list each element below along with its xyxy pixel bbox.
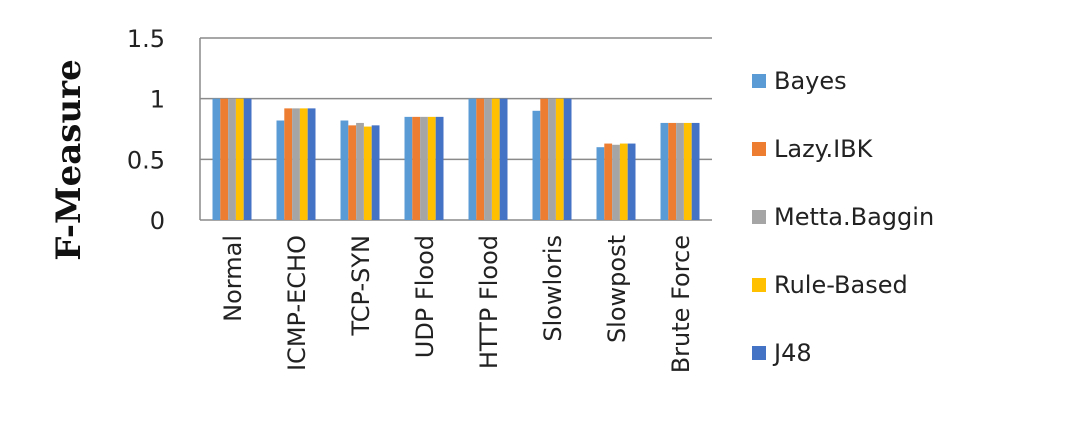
bar-lazy-ibk-6 (604, 143, 613, 220)
bar-bayes-4 (468, 98, 477, 220)
bar-bayes-5 (532, 110, 541, 220)
bar-bayes-1 (276, 120, 285, 220)
x-tick-label: ICMP-ECHO (283, 235, 311, 371)
y-axis-title: F-Measure (49, 59, 89, 260)
legend-swatch (752, 142, 766, 156)
bar-j48-7 (691, 122, 700, 220)
bar-bayes-6 (596, 147, 605, 220)
bar-rule-based-6 (619, 143, 628, 220)
y-tick-label: 0.5 (127, 146, 165, 174)
bar-metta-baggin-0 (228, 98, 236, 220)
legend: Bayes Lazy.IBK Metta.Baggin Rule-Based J48 (752, 67, 934, 367)
y-tick-labels: 0 0.5 1 1.5 (127, 25, 165, 235)
bar-j48-5 (563, 98, 572, 220)
bar-lazy-ibk-3 (412, 116, 421, 220)
x-tick-label: UDP Flood (411, 235, 439, 358)
bar-j48-6 (627, 143, 636, 220)
bar-rule-based-0 (235, 98, 244, 220)
bar-metta-baggin-7 (676, 122, 684, 220)
bar-bayes-0 (212, 98, 221, 220)
y-tick-label: 1 (150, 86, 165, 114)
bar-bayes-7 (660, 122, 669, 220)
bar-bayes-2 (340, 120, 349, 220)
bar-lazy-ibk-2 (348, 125, 357, 220)
x-tick-label: Slowloris (539, 235, 567, 342)
legend-label: Metta.Baggin (774, 203, 934, 231)
bar-metta-baggin-3 (420, 116, 428, 220)
bar-rule-based-7 (683, 122, 692, 220)
x-tick-label: Normal (219, 235, 247, 322)
legend-swatch (752, 346, 766, 360)
bar-rule-based-1 (299, 108, 308, 220)
bar-metta-baggin-6 (612, 144, 620, 220)
x-tick-label: Slowpost (603, 235, 631, 343)
bar-rule-based-4 (491, 98, 500, 220)
bar-j48-1 (307, 108, 316, 220)
x-tick-label: TCP-SYN (347, 235, 375, 336)
y-tick-label: 0 (150, 207, 165, 235)
legend-label: Rule-Based (774, 271, 908, 299)
bar-metta-baggin-1 (292, 108, 300, 220)
bar-j48-4 (499, 98, 508, 220)
bar-rule-based-3 (427, 116, 436, 220)
bar-j48-0 (243, 98, 252, 220)
bar-j48-3 (435, 116, 444, 220)
bar-rule-based-5 (555, 98, 564, 220)
bar-rule-based-2 (363, 126, 372, 220)
y-tick-label: 1.5 (127, 25, 165, 53)
bar-lazy-ibk-0 (220, 98, 229, 220)
bar-lazy-ibk-1 (284, 108, 293, 220)
bar-metta-baggin-4 (484, 98, 492, 220)
bar-lazy-ibk-7 (668, 122, 677, 220)
legend-swatch (752, 278, 766, 292)
legend-swatch (752, 74, 766, 88)
bar-lazy-ibk-4 (476, 98, 485, 220)
x-tick-labels: Normal ICMP-ECHO TCP-SYN UDP Flood HTTP Floo… (219, 235, 695, 373)
bar-j48-2 (371, 125, 380, 220)
bar-metta-baggin-5 (548, 98, 556, 220)
bar-bayes-3 (404, 116, 413, 220)
x-tick-label: HTTP Flood (475, 235, 503, 369)
legend-label: J48 (772, 339, 812, 367)
legend-label: Lazy.IBK (774, 135, 874, 163)
legend-swatch (752, 210, 766, 224)
legend-label: Bayes (774, 67, 847, 95)
bars (212, 98, 700, 220)
x-tick-label: Brute Force (667, 235, 695, 373)
bar-lazy-ibk-5 (540, 98, 549, 220)
bar-metta-baggin-2 (356, 122, 364, 220)
